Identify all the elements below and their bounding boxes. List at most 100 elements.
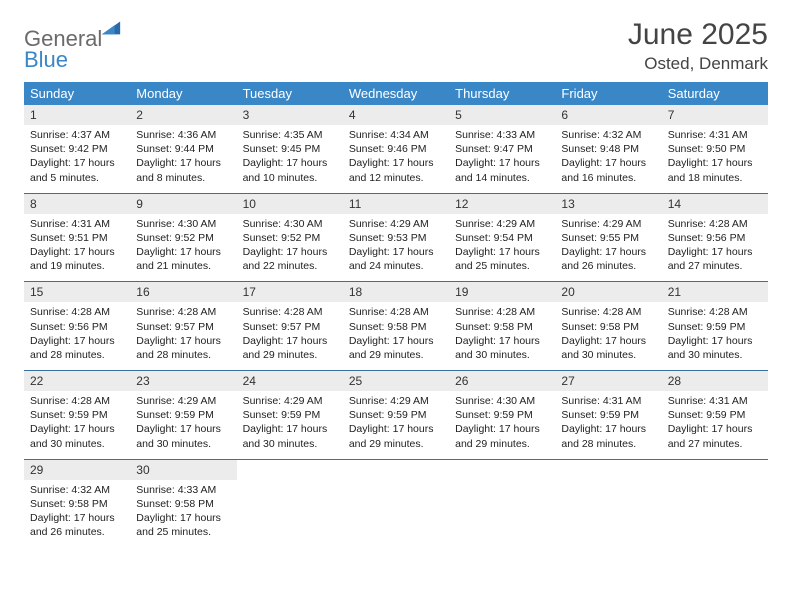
day-number: 8	[24, 194, 130, 214]
weekday-row: Sunday Monday Tuesday Wednesday Thursday…	[24, 82, 768, 105]
calendar-row: 22Sunrise: 4:28 AMSunset: 9:59 PMDayligh…	[24, 371, 768, 460]
day-number: 14	[662, 194, 768, 214]
calendar-cell: 13Sunrise: 4:29 AMSunset: 9:55 PMDayligh…	[555, 193, 661, 282]
day-info: Sunrise: 4:35 AMSunset: 9:45 PMDaylight:…	[237, 125, 343, 193]
day-info: Sunrise: 4:29 AMSunset: 9:55 PMDaylight:…	[555, 214, 661, 282]
calendar-cell: 26Sunrise: 4:30 AMSunset: 9:59 PMDayligh…	[449, 371, 555, 460]
calendar-cell: 17Sunrise: 4:28 AMSunset: 9:57 PMDayligh…	[237, 282, 343, 371]
day-info: Sunrise: 4:28 AMSunset: 9:58 PMDaylight:…	[555, 302, 661, 370]
calendar-cell: 20Sunrise: 4:28 AMSunset: 9:58 PMDayligh…	[555, 282, 661, 371]
day-info: Sunrise: 4:28 AMSunset: 9:59 PMDaylight:…	[24, 391, 130, 459]
day-info: Sunrise: 4:31 AMSunset: 9:50 PMDaylight:…	[662, 125, 768, 193]
calendar-head: Sunday Monday Tuesday Wednesday Thursday…	[24, 82, 768, 105]
calendar-cell	[343, 459, 449, 547]
day-number: 29	[24, 460, 130, 480]
calendar-cell: 9Sunrise: 4:30 AMSunset: 9:52 PMDaylight…	[130, 193, 236, 282]
day-number: 6	[555, 105, 661, 125]
calendar-row: 1Sunrise: 4:37 AMSunset: 9:42 PMDaylight…	[24, 105, 768, 193]
calendar-cell: 21Sunrise: 4:28 AMSunset: 9:59 PMDayligh…	[662, 282, 768, 371]
day-number: 17	[237, 282, 343, 302]
day-info: Sunrise: 4:28 AMSunset: 9:58 PMDaylight:…	[343, 302, 449, 370]
day-number: 18	[343, 282, 449, 302]
calendar-cell: 5Sunrise: 4:33 AMSunset: 9:47 PMDaylight…	[449, 105, 555, 193]
day-number: 4	[343, 105, 449, 125]
weekday-header: Monday	[130, 82, 236, 105]
day-info: Sunrise: 4:29 AMSunset: 9:53 PMDaylight:…	[343, 214, 449, 282]
day-info: Sunrise: 4:30 AMSunset: 9:52 PMDaylight:…	[130, 214, 236, 282]
day-number: 2	[130, 105, 236, 125]
day-info: Sunrise: 4:28 AMSunset: 9:56 PMDaylight:…	[24, 302, 130, 370]
day-info: Sunrise: 4:37 AMSunset: 9:42 PMDaylight:…	[24, 125, 130, 193]
day-info: Sunrise: 4:31 AMSunset: 9:59 PMDaylight:…	[555, 391, 661, 459]
day-number: 28	[662, 371, 768, 391]
calendar-cell: 28Sunrise: 4:31 AMSunset: 9:59 PMDayligh…	[662, 371, 768, 460]
day-info: Sunrise: 4:29 AMSunset: 9:59 PMDaylight:…	[343, 391, 449, 459]
calendar-cell: 4Sunrise: 4:34 AMSunset: 9:46 PMDaylight…	[343, 105, 449, 193]
calendar-cell: 24Sunrise: 4:29 AMSunset: 9:59 PMDayligh…	[237, 371, 343, 460]
calendar-row: 29Sunrise: 4:32 AMSunset: 9:58 PMDayligh…	[24, 459, 768, 547]
calendar-cell	[662, 459, 768, 547]
calendar-cell: 11Sunrise: 4:29 AMSunset: 9:53 PMDayligh…	[343, 193, 449, 282]
calendar-cell: 15Sunrise: 4:28 AMSunset: 9:56 PMDayligh…	[24, 282, 130, 371]
calendar-cell: 14Sunrise: 4:28 AMSunset: 9:56 PMDayligh…	[662, 193, 768, 282]
calendar-cell: 30Sunrise: 4:33 AMSunset: 9:58 PMDayligh…	[130, 459, 236, 547]
calendar-cell: 29Sunrise: 4:32 AMSunset: 9:58 PMDayligh…	[24, 459, 130, 547]
day-number: 30	[130, 460, 236, 480]
day-info: Sunrise: 4:34 AMSunset: 9:46 PMDaylight:…	[343, 125, 449, 193]
day-number: 19	[449, 282, 555, 302]
day-number: 1	[24, 105, 130, 125]
day-info: Sunrise: 4:30 AMSunset: 9:59 PMDaylight:…	[449, 391, 555, 459]
weekday-header: Sunday	[24, 82, 130, 105]
logo: General Blue	[24, 18, 124, 71]
day-number: 26	[449, 371, 555, 391]
calendar-cell: 10Sunrise: 4:30 AMSunset: 9:52 PMDayligh…	[237, 193, 343, 282]
day-info: Sunrise: 4:29 AMSunset: 9:54 PMDaylight:…	[449, 214, 555, 282]
calendar-cell: 27Sunrise: 4:31 AMSunset: 9:59 PMDayligh…	[555, 371, 661, 460]
calendar-cell: 12Sunrise: 4:29 AMSunset: 9:54 PMDayligh…	[449, 193, 555, 282]
day-info: Sunrise: 4:28 AMSunset: 9:57 PMDaylight:…	[237, 302, 343, 370]
calendar-cell: 19Sunrise: 4:28 AMSunset: 9:58 PMDayligh…	[449, 282, 555, 371]
weekday-header: Thursday	[449, 82, 555, 105]
calendar-cell: 8Sunrise: 4:31 AMSunset: 9:51 PMDaylight…	[24, 193, 130, 282]
calendar-cell: 7Sunrise: 4:31 AMSunset: 9:50 PMDaylight…	[662, 105, 768, 193]
day-info: Sunrise: 4:28 AMSunset: 9:56 PMDaylight:…	[662, 214, 768, 282]
day-info: Sunrise: 4:32 AMSunset: 9:58 PMDaylight:…	[24, 480, 130, 548]
day-info: Sunrise: 4:29 AMSunset: 9:59 PMDaylight:…	[237, 391, 343, 459]
calendar-cell: 3Sunrise: 4:35 AMSunset: 9:45 PMDaylight…	[237, 105, 343, 193]
calendar-row: 15Sunrise: 4:28 AMSunset: 9:56 PMDayligh…	[24, 282, 768, 371]
weekday-header: Saturday	[662, 82, 768, 105]
day-number: 9	[130, 194, 236, 214]
calendar-cell: 1Sunrise: 4:37 AMSunset: 9:42 PMDaylight…	[24, 105, 130, 193]
weekday-header: Wednesday	[343, 82, 449, 105]
day-number: 15	[24, 282, 130, 302]
location-label: Osted, Denmark	[628, 54, 768, 74]
day-info: Sunrise: 4:31 AMSunset: 9:51 PMDaylight:…	[24, 214, 130, 282]
calendar-cell	[555, 459, 661, 547]
calendar-body: 1Sunrise: 4:37 AMSunset: 9:42 PMDaylight…	[24, 105, 768, 547]
title-block: June 2025 Osted, Denmark	[628, 18, 768, 74]
day-number: 16	[130, 282, 236, 302]
day-number: 21	[662, 282, 768, 302]
day-number: 3	[237, 105, 343, 125]
day-number: 22	[24, 371, 130, 391]
day-number: 11	[343, 194, 449, 214]
day-info: Sunrise: 4:28 AMSunset: 9:58 PMDaylight:…	[449, 302, 555, 370]
logo-triangle-icon	[100, 16, 122, 38]
calendar-cell: 23Sunrise: 4:29 AMSunset: 9:59 PMDayligh…	[130, 371, 236, 460]
logo-word2: Blue	[24, 47, 68, 72]
weekday-header: Tuesday	[237, 82, 343, 105]
day-info: Sunrise: 4:28 AMSunset: 9:57 PMDaylight:…	[130, 302, 236, 370]
header-row: General Blue June 2025 Osted, Denmark	[24, 18, 768, 74]
calendar-cell: 22Sunrise: 4:28 AMSunset: 9:59 PMDayligh…	[24, 371, 130, 460]
calendar-cell: 25Sunrise: 4:29 AMSunset: 9:59 PMDayligh…	[343, 371, 449, 460]
day-info: Sunrise: 4:28 AMSunset: 9:59 PMDaylight:…	[662, 302, 768, 370]
calendar-cell: 2Sunrise: 4:36 AMSunset: 9:44 PMDaylight…	[130, 105, 236, 193]
day-number: 7	[662, 105, 768, 125]
day-number: 24	[237, 371, 343, 391]
calendar-cell	[237, 459, 343, 547]
day-info: Sunrise: 4:29 AMSunset: 9:59 PMDaylight:…	[130, 391, 236, 459]
calendar-row: 8Sunrise: 4:31 AMSunset: 9:51 PMDaylight…	[24, 193, 768, 282]
day-info: Sunrise: 4:36 AMSunset: 9:44 PMDaylight:…	[130, 125, 236, 193]
calendar-cell: 18Sunrise: 4:28 AMSunset: 9:58 PMDayligh…	[343, 282, 449, 371]
day-number: 25	[343, 371, 449, 391]
